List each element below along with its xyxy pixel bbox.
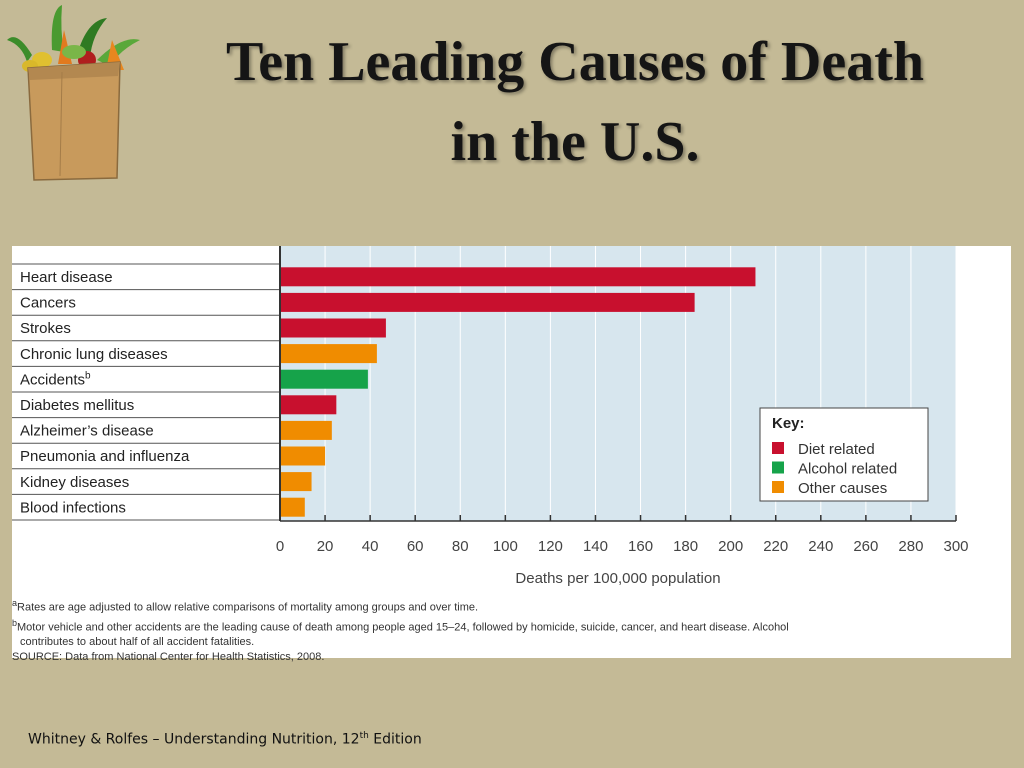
legend-swatch xyxy=(772,461,784,474)
x-tick-label: 300 xyxy=(943,538,968,555)
x-tick-label: 240 xyxy=(808,538,833,555)
footnote-b-mark: b xyxy=(12,617,18,628)
bar xyxy=(280,472,312,492)
paper-bag-icon xyxy=(27,61,121,181)
x-tick-label: 60 xyxy=(407,538,424,555)
x-axis-label: Deaths per 100,000 population xyxy=(515,570,720,587)
legend-label: Other causes xyxy=(798,480,887,497)
footnote-a-mark: a xyxy=(12,598,18,608)
category-label: Cancers xyxy=(20,295,76,312)
legend-title: Key: xyxy=(772,415,805,432)
footnote-b: bMotor vehicle and other accidents are t… xyxy=(12,616,1002,636)
x-tick-label: 260 xyxy=(853,538,878,555)
category-label: Diabetes mellitus xyxy=(20,397,134,414)
bar xyxy=(280,420,332,440)
footnote-b-continued: contributes to about half of all acciden… xyxy=(20,636,255,649)
x-tick-label: 200 xyxy=(718,538,743,555)
legend-label: Diet related xyxy=(798,441,875,458)
bar xyxy=(280,344,377,364)
x-tick-label: 180 xyxy=(673,538,698,555)
legend-box xyxy=(759,407,929,502)
legend-label: Alcohol related xyxy=(798,461,897,478)
x-tick-label: 120 xyxy=(538,538,563,555)
x-tick-label: 280 xyxy=(898,538,923,555)
bar xyxy=(280,395,337,415)
title-line-2: in the U.S. xyxy=(450,111,700,173)
footer-superscript: th xyxy=(359,731,369,741)
category-label: Kidney diseases xyxy=(20,474,129,491)
x-tick-label: 80 xyxy=(452,538,469,555)
footnotes: aRates are age adjusted to allow relativ… xyxy=(12,596,1002,665)
category-label: Chronic lung diseases xyxy=(20,346,168,363)
category-superscript: b xyxy=(85,370,91,381)
x-tick-label: 100 xyxy=(493,538,518,555)
bar xyxy=(280,292,695,312)
category-label: Pneumonia and influenza xyxy=(20,448,190,465)
x-tick-label: 140 xyxy=(583,538,608,555)
category-label: Accidentsb xyxy=(20,370,91,388)
title-line-1: Ten Leading Causes of Death xyxy=(225,31,925,93)
grocery-bag-illustration xyxy=(7,5,140,181)
source-note: SOURCE: Data from National Center for He… xyxy=(12,651,325,664)
footnote-b-text-1: Motor vehicle and other accidents are th… xyxy=(17,621,789,634)
bar xyxy=(280,446,326,466)
x-tick-label: 220 xyxy=(763,538,788,555)
chart-panel: Heart disease Cancers Strokes Chronic lung … xyxy=(12,246,1011,663)
footer-edition: Edition xyxy=(368,731,422,748)
legend-swatch xyxy=(772,442,784,454)
bar-chart: Heart disease Cancers Strokes Chronic lung … xyxy=(12,246,969,587)
slide-footer: Whitney & Rolfes – Understanding Nutriti… xyxy=(28,731,422,748)
slide-title: Ten Leading Causes of Death in the U.S. xyxy=(160,22,990,182)
x-tick-label: 0 xyxy=(276,538,284,555)
bar xyxy=(280,497,305,517)
legend-swatch xyxy=(772,481,784,493)
category-label: Heart disease xyxy=(20,269,113,286)
x-tick-label: 40 xyxy=(362,538,379,555)
category-label: Blood infections xyxy=(20,499,126,516)
x-tick-label: 20 xyxy=(317,538,334,555)
footnote-a: aRates are age adjusted to allow relativ… xyxy=(12,596,1002,616)
x-tick-label: 160 xyxy=(628,538,653,555)
category-label: Alzheimer’s disease xyxy=(20,423,154,440)
bar xyxy=(280,267,756,287)
bar xyxy=(280,318,386,338)
category-label: Strokes xyxy=(20,320,71,337)
footer-citation: Whitney & Rolfes – Understanding Nutriti… xyxy=(28,731,360,748)
bar xyxy=(280,369,368,389)
footnote-a-text: Rates are age adjusted to allow relative… xyxy=(17,601,479,614)
